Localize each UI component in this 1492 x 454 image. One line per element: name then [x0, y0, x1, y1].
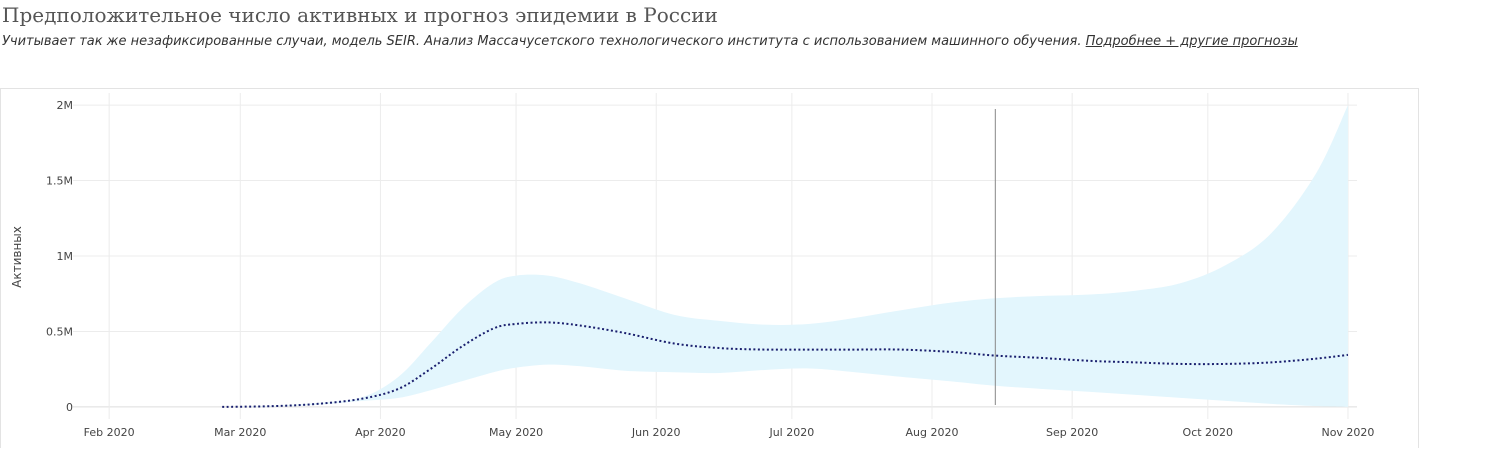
forecast-line-layer: [222, 321, 1349, 408]
y-tick-label: 0: [66, 401, 73, 414]
x-tick-label: May 2020: [489, 426, 543, 439]
more-forecasts-link[interactable]: Подробнее + другие прогнозы: [1085, 34, 1298, 49]
subtitle-text: Учитывает так же незафиксированные случа…: [2, 34, 1082, 49]
x-tick-label: Feb 2020: [84, 426, 135, 439]
confidence-band-layer: [222, 105, 1348, 407]
x-tick-label: Nov 2020: [1321, 426, 1374, 439]
x-tick-label: Jul 2020: [768, 426, 814, 439]
page-title: Предположительное число активных и прогн…: [2, 3, 718, 27]
y-tick-label: 1.5M: [46, 175, 73, 188]
tick-labels: 0 0.5M 1M 1.5M 2M Feb 2020 Mar 2020 Apr 2020 May…: [46, 99, 1374, 439]
x-tick-label: Apr 2020: [355, 426, 406, 439]
forecast-chart: 0 0.5M 1M 1.5M 2M Feb 2020 Mar 2020 Apr 2020 May…: [10, 93, 1374, 439]
chart-frame: 0 0.5M 1M 1.5M 2M Feb 2020 Mar 2020 Apr 2020 May…: [0, 88, 1419, 448]
x-tick-label: Aug 2020: [906, 426, 959, 439]
confidence-band: [222, 105, 1348, 407]
y-tick-label: 0.5M: [46, 325, 73, 338]
x-tick-label: Sep 2020: [1046, 426, 1098, 439]
x-tick-label: Mar 2020: [214, 426, 266, 439]
page-subtitle: Учитывает так же незафиксированные случа…: [2, 34, 1298, 49]
y-tick-label: 1M: [57, 250, 74, 263]
x-tick-label: Oct 2020: [1183, 426, 1234, 439]
y-tick-label: 2M: [57, 99, 74, 112]
y-axis-label: Активных: [10, 226, 24, 288]
forecast-line: [222, 321, 1349, 408]
x-tick-label: Jun 2020: [631, 426, 681, 439]
